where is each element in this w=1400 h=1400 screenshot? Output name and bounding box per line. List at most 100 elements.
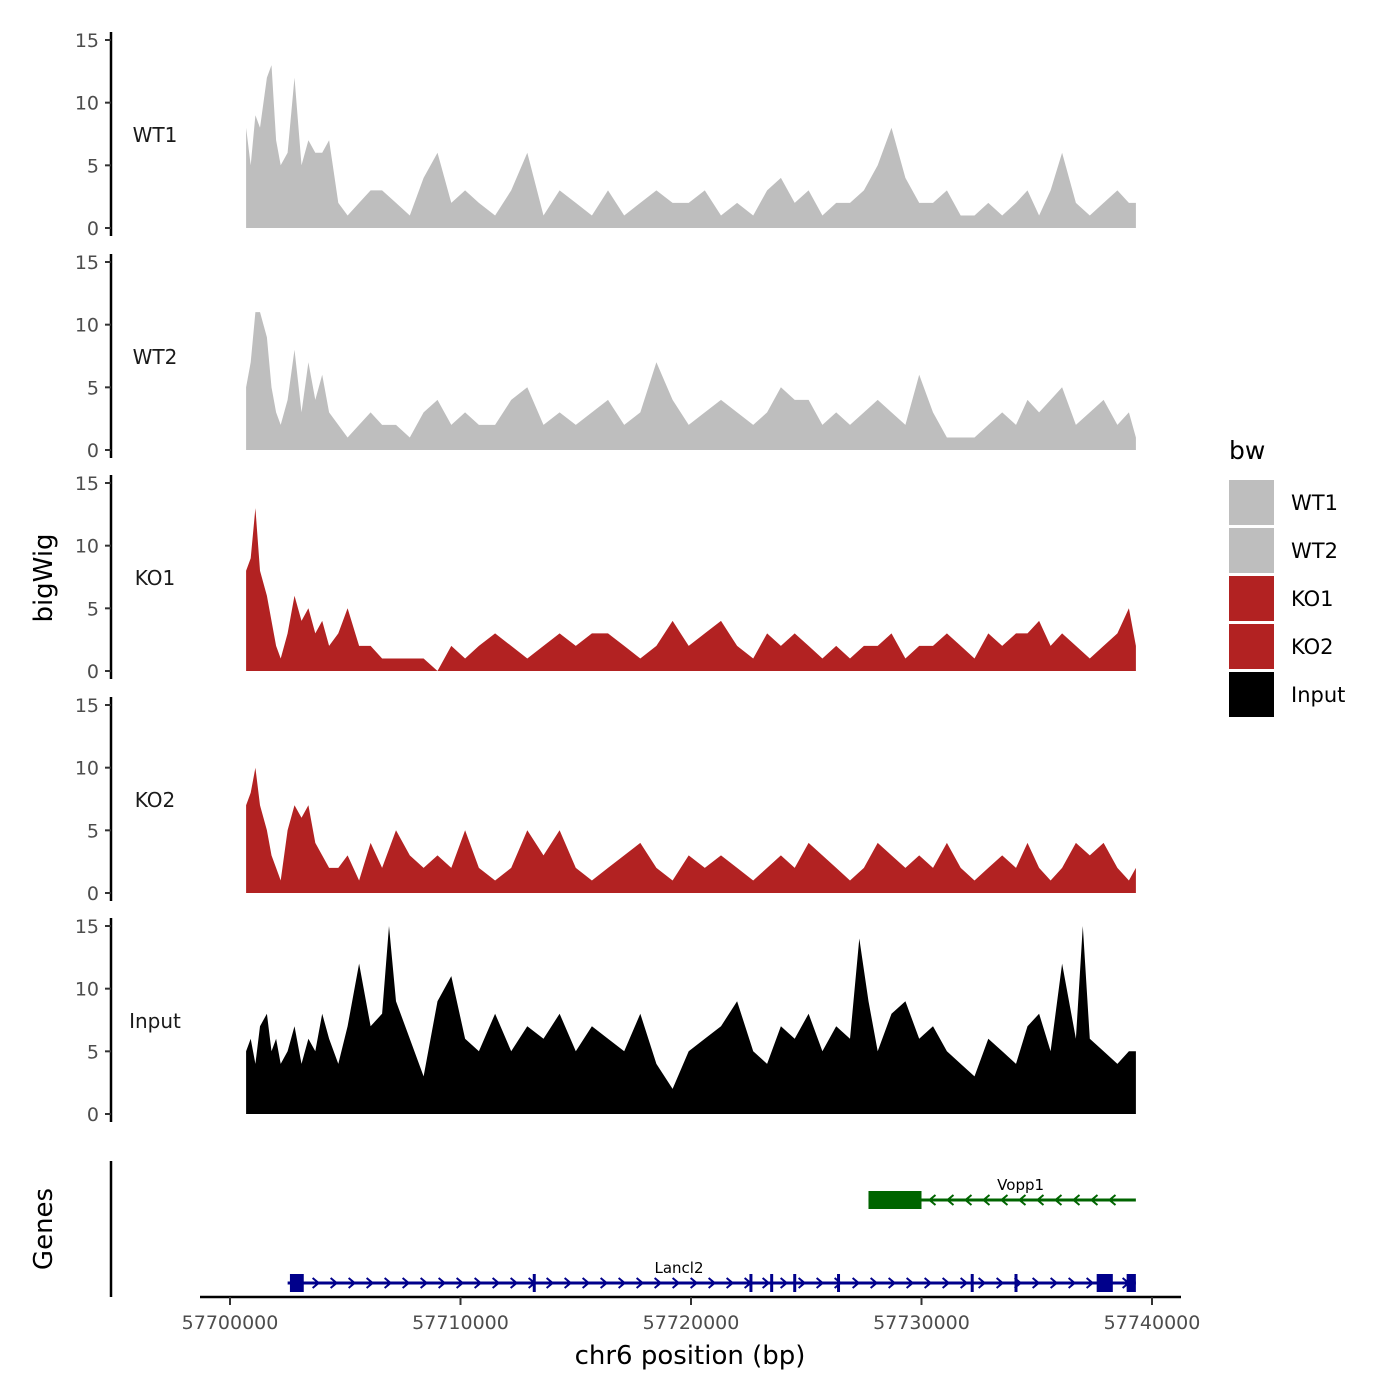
x-axis-title: chr6 position (bp)	[575, 1341, 806, 1371]
y-tick-label-ko2-15: 15	[75, 695, 99, 717]
strand-arrow-lancl2	[1085, 1277, 1095, 1289]
track-ko1: 0 5 10 15 KO1	[75, 473, 1136, 683]
strand-arrow-lancl2	[851, 1277, 861, 1289]
strand-arrow-lancl2	[311, 1277, 321, 1289]
y-tick-label-wt2-15: 15	[75, 252, 99, 274]
strand-arrow-lancl2	[1031, 1277, 1041, 1289]
strand-arrow-lancl2	[869, 1277, 879, 1289]
strand-arrow-lancl2	[401, 1277, 411, 1289]
strand-arrow-lancl2	[635, 1277, 645, 1289]
y-tick-label-input-10: 10	[75, 979, 99, 1001]
strand-arrow-vopp1	[999, 1194, 1009, 1206]
strand-arrow-lancl2	[545, 1277, 555, 1289]
track-wt1: 0 5 10 15 WT1	[75, 30, 1136, 240]
y-tick-label-wt1-15: 15	[75, 30, 99, 52]
area-ko2	[246, 767, 1136, 893]
legend-key-wt2	[1229, 528, 1274, 573]
y-tick-label-wt2-10: 10	[75, 315, 99, 337]
track-label-wt2: WT2	[133, 345, 178, 369]
legend-key-ko2	[1229, 624, 1274, 669]
x-tick-label-57740000: 57740000	[1104, 1312, 1201, 1334]
strand-arrow-vopp1	[945, 1194, 955, 1206]
legend-title: bw	[1229, 436, 1265, 465]
area-wt1	[246, 65, 1136, 228]
x-tick-label-57700000: 57700000	[182, 1312, 279, 1334]
y-tick-label-wt1-10: 10	[75, 93, 99, 115]
strand-arrow-lancl2	[509, 1277, 519, 1289]
genes-panel: Genes Vopp1 Lancl2	[29, 1161, 1136, 1297]
strand-arrow-lancl2	[365, 1277, 375, 1289]
area-ko1	[246, 508, 1136, 671]
y-tick-label-ko1-10: 10	[75, 536, 99, 558]
strand-arrow-lancl2	[473, 1277, 483, 1289]
y-tick-label-wt2-5: 5	[87, 377, 99, 399]
y-tick-label-ko1-0: 0	[87, 661, 99, 683]
y-tick-label-input-15: 15	[75, 916, 99, 938]
legend-key-input	[1229, 672, 1274, 717]
gene-label-vopp1: Vopp1	[997, 1176, 1044, 1194]
y-tick-label-input-0: 0	[87, 1104, 99, 1126]
y-tick-label-ko1-15: 15	[75, 473, 99, 495]
strand-arrow-lancl2	[455, 1277, 465, 1289]
strand-arrow-lancl2	[617, 1277, 627, 1289]
strand-arrow-lancl2	[761, 1277, 771, 1289]
legend: bw WT1 WT2 KO1 KO2 Input	[1229, 436, 1345, 717]
strand-arrow-vopp1	[1035, 1194, 1045, 1206]
strand-arrow-lancl2	[419, 1277, 429, 1289]
track-label-ko1: KO1	[135, 566, 176, 590]
exon-lancl2	[289, 1274, 304, 1292]
strand-arrow-vopp1	[1071, 1194, 1081, 1206]
y-tick-label-ko2-10: 10	[75, 758, 99, 780]
y-tick-label-wt1-5: 5	[87, 155, 99, 177]
y-tick-label-ko1-5: 5	[87, 598, 99, 620]
strand-arrow-lancl2	[383, 1277, 393, 1289]
x-tick-label-57730000: 57730000	[873, 1312, 970, 1334]
track-wt2: 0 5 10 15 WT2	[75, 252, 1136, 462]
strand-arrow-lancl2	[653, 1277, 663, 1289]
strand-arrow-lancl2	[797, 1277, 807, 1289]
strand-arrow-lancl2	[887, 1277, 897, 1289]
strand-arrow-vopp1	[1053, 1194, 1063, 1206]
strand-arrow-lancl2	[923, 1277, 933, 1289]
exon-vopp1	[868, 1191, 922, 1209]
gene-lancl2: Lancl2	[287, 1259, 1136, 1292]
y-tick-label-wt2-0: 0	[87, 440, 99, 462]
x-tick-label-57710000: 57710000	[412, 1312, 509, 1334]
strand-arrow-vopp1	[963, 1194, 973, 1206]
strand-arrow-lancl2	[959, 1277, 969, 1289]
legend-label-ko2: KO2	[1291, 635, 1334, 659]
legend-label-wt1: WT1	[1291, 491, 1338, 515]
strand-arrow-lancl2	[491, 1277, 501, 1289]
strand-arrow-vopp1	[1107, 1194, 1117, 1206]
area-wt2	[246, 312, 1136, 450]
strand-arrow-lancl2	[1067, 1277, 1077, 1289]
y-tick-label-ko2-0: 0	[87, 883, 99, 905]
track-input: 0 5 10 15 Input	[75, 916, 1136, 1126]
exon-lancl2	[1096, 1274, 1113, 1292]
strand-arrow-lancl2	[977, 1277, 987, 1289]
strand-arrow-lancl2	[689, 1277, 699, 1289]
gene-label-lancl2: Lancl2	[654, 1259, 703, 1277]
strand-arrow-lancl2	[329, 1277, 339, 1289]
strand-arrow-vopp1	[1089, 1194, 1099, 1206]
strand-arrow-lancl2	[815, 1277, 825, 1289]
strand-arrow-lancl2	[905, 1277, 915, 1289]
x-axis: 57700000 57710000 57720000 57730000 57740000	[182, 1295, 1201, 1334]
track-ko2: 0 5 10 15 KO2	[75, 695, 1136, 905]
strand-arrow-vopp1	[981, 1194, 991, 1206]
strand-arrow-lancl2	[707, 1277, 717, 1289]
legend-label-wt2: WT2	[1291, 539, 1338, 563]
track-label-ko2: KO2	[135, 788, 176, 812]
track-label-wt1: WT1	[133, 123, 178, 147]
strand-arrow-lancl2	[581, 1277, 591, 1289]
y-tick-label-ko2-5: 5	[87, 820, 99, 842]
legend-key-ko1	[1229, 576, 1274, 621]
track-label-input: Input	[129, 1009, 181, 1033]
legend-label-ko1: KO1	[1291, 587, 1334, 611]
strand-arrow-lancl2	[995, 1277, 1005, 1289]
y-tick-label-wt1-0: 0	[87, 218, 99, 240]
legend-key-wt1	[1229, 480, 1274, 525]
exon-lancl2	[1126, 1274, 1136, 1292]
genes-axis-title: Genes	[29, 1188, 59, 1270]
strand-arrow-lancl2	[779, 1277, 789, 1289]
